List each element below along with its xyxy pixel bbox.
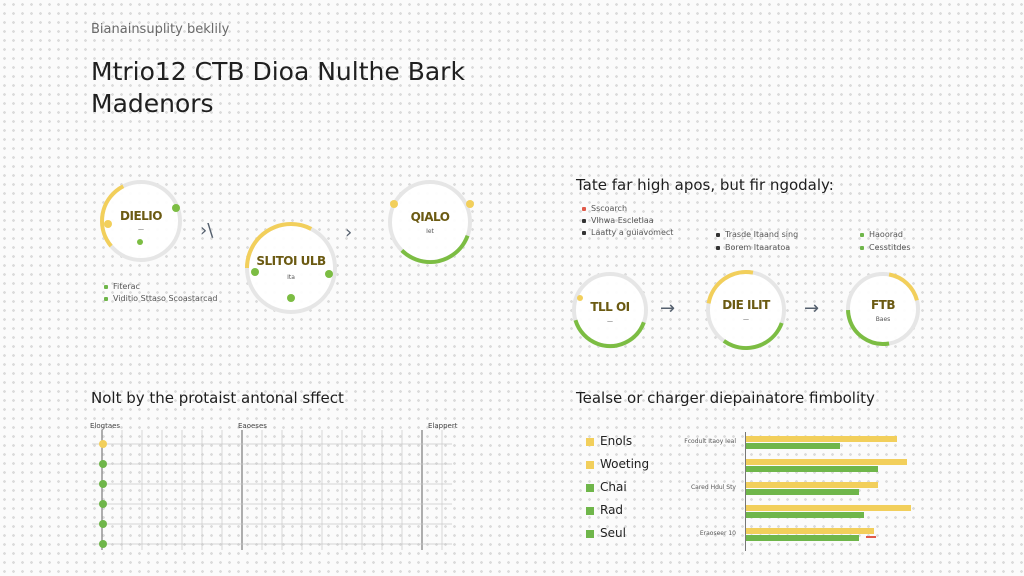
right-node-3-sub: Baes	[875, 316, 891, 323]
hbar-mid-label-3: Eraoseer 10	[699, 530, 736, 537]
grid-col-header-2: Eaoeses	[238, 422, 267, 430]
right-node-1-sub: —	[607, 318, 613, 325]
left-node-3: QIALO Iet	[388, 180, 474, 264]
left-node-1-sub: —	[138, 226, 144, 233]
left-node-2-label: SLITOI ULB	[256, 254, 326, 268]
left-node-3-arc-icon	[388, 180, 474, 264]
right-legend-5: Borem Itaaratoa	[716, 243, 790, 252]
hbar-bar	[746, 489, 860, 495]
right-legend-4: Trasde Itaand sing	[716, 230, 798, 239]
left-node-1-arc-icon	[100, 179, 182, 262]
grid-col-header-1: Elogtaes	[90, 422, 121, 430]
legend-swatch-icon	[582, 218, 586, 223]
grid-row-marker-icon	[99, 480, 107, 488]
right-node-2-sub: —	[743, 316, 749, 323]
right-node-2: DIE ILIT —	[706, 270, 786, 351]
right-node-1: TLL OI —	[572, 272, 648, 348]
hbar-bar	[746, 466, 879, 472]
right-node-1-label: TLL OI	[590, 300, 630, 314]
legend-label: Laatty a guiavomect	[591, 228, 674, 237]
legend-label: Cesstitdes	[869, 243, 911, 252]
legend-swatch-icon	[104, 284, 108, 289]
hbar-category-label: Woeting	[600, 457, 650, 471]
left-node-3-sub: Iet	[426, 228, 434, 235]
left-node-1: DIELIO —	[100, 179, 182, 262]
hbar-mid-label-1: Fcodult Itaoy Ieal	[684, 438, 736, 445]
hbar-legend-swatch-icon	[586, 438, 594, 446]
hbar-bar	[746, 528, 874, 534]
hbar-category-label: Seul	[600, 526, 626, 540]
grid-row-marker-icon	[99, 520, 107, 528]
legend-swatch-icon	[860, 232, 864, 237]
right-node-2-arc-icon	[706, 270, 786, 351]
grid-row-marker-icon	[99, 500, 107, 508]
legend-label: Borem Itaaratoa	[725, 243, 791, 252]
left-node-2: SLITOI ULB Ita	[245, 222, 337, 314]
legend-swatch-icon	[860, 245, 864, 250]
hbar-bar	[746, 505, 912, 511]
legend-label: Trasde Itaand sing	[725, 230, 799, 239]
right-legend-1: Sscoarch	[582, 204, 627, 213]
hbar-axis	[745, 432, 746, 551]
grid-chart	[92, 430, 452, 550]
right-node-1-arc-icon	[572, 272, 648, 348]
hbar-bar	[746, 459, 907, 465]
hbar-legend-swatch-icon	[586, 461, 594, 469]
grid-row-marker-icon	[99, 540, 107, 548]
legend-label: Viditio Sttaso Scoastarcad	[113, 294, 218, 303]
right-legend-7: Cesstitdes	[860, 243, 911, 252]
hbar-legend-swatch-icon	[586, 530, 594, 538]
right-legend-6: Haoorad	[860, 230, 903, 239]
page-title: Mtrio12 CTB Dioa Nulthe Bark Madenors	[91, 57, 465, 118]
left-node-3-label: QIALO	[410, 210, 450, 224]
hbar-bar	[746, 482, 879, 488]
right-node-3-arc-icon	[846, 272, 920, 346]
bottom-left-heading: Nolt by the protaist antonal sffect	[91, 389, 344, 407]
legend-label: Fiterac	[113, 282, 140, 291]
hbar-red-marker	[866, 536, 876, 538]
right-node-3-label: FTB	[870, 298, 896, 312]
hbar-bar	[746, 443, 841, 449]
legend-swatch-icon	[582, 206, 586, 211]
left-legend-1: Fiterac	[104, 282, 140, 291]
right-flow-heading: Tate far high apos, but fir ngodaly:	[576, 176, 834, 194]
legend-swatch-icon	[582, 230, 586, 235]
legend-swatch-icon	[716, 232, 720, 237]
legend-label: Haoorad	[869, 230, 903, 239]
hbar-mid-label-2: Cared Hdul Sty	[690, 484, 736, 491]
grid-row-marker-icon	[99, 440, 107, 448]
left-node-2-arc-icon	[245, 222, 337, 314]
legend-swatch-icon	[716, 245, 720, 250]
hbar-category-label: Chai	[600, 480, 627, 494]
grid-col-header-3: Elappert	[428, 422, 458, 430]
right-legend-3: Laatty a guiavomect	[582, 228, 673, 237]
right-arrow-2: →	[804, 298, 820, 319]
hbar-bar	[746, 512, 865, 518]
left-arrow-1: ›\	[200, 220, 214, 241]
right-node-2-label: DIE ILIT	[722, 298, 770, 312]
legend-label: Sscoarch	[591, 204, 628, 213]
eyebrow-text: Bianainsuplity beklily	[91, 22, 230, 37]
bottom-right-heading: Tealse or charger diepainatore fimbolity	[576, 389, 875, 407]
hbar-legend-swatch-icon	[586, 484, 594, 492]
hbar-category-label: Enols	[600, 434, 633, 448]
right-node-3: FTB Baes	[846, 272, 920, 346]
hbar-category-label: Rad	[600, 503, 624, 517]
hbar-bar	[746, 436, 898, 442]
right-arrow-1: →	[660, 298, 676, 319]
legend-label: Vlhwa Escletlaa	[591, 216, 654, 225]
hbar-bar	[746, 535, 860, 541]
left-legend-2: Viditio Sttaso Scoastarcad	[104, 294, 217, 303]
legend-swatch-icon	[104, 296, 108, 301]
hbar-legend-swatch-icon	[586, 507, 594, 515]
grid-row-marker-icon	[99, 460, 107, 468]
left-node-1-label: DIELIO	[120, 209, 162, 223]
left-node-2-sub: Ita	[287, 274, 295, 281]
right-legend-2: Vlhwa Escletlaa	[582, 216, 654, 225]
left-arrow-2: ›	[345, 222, 353, 243]
